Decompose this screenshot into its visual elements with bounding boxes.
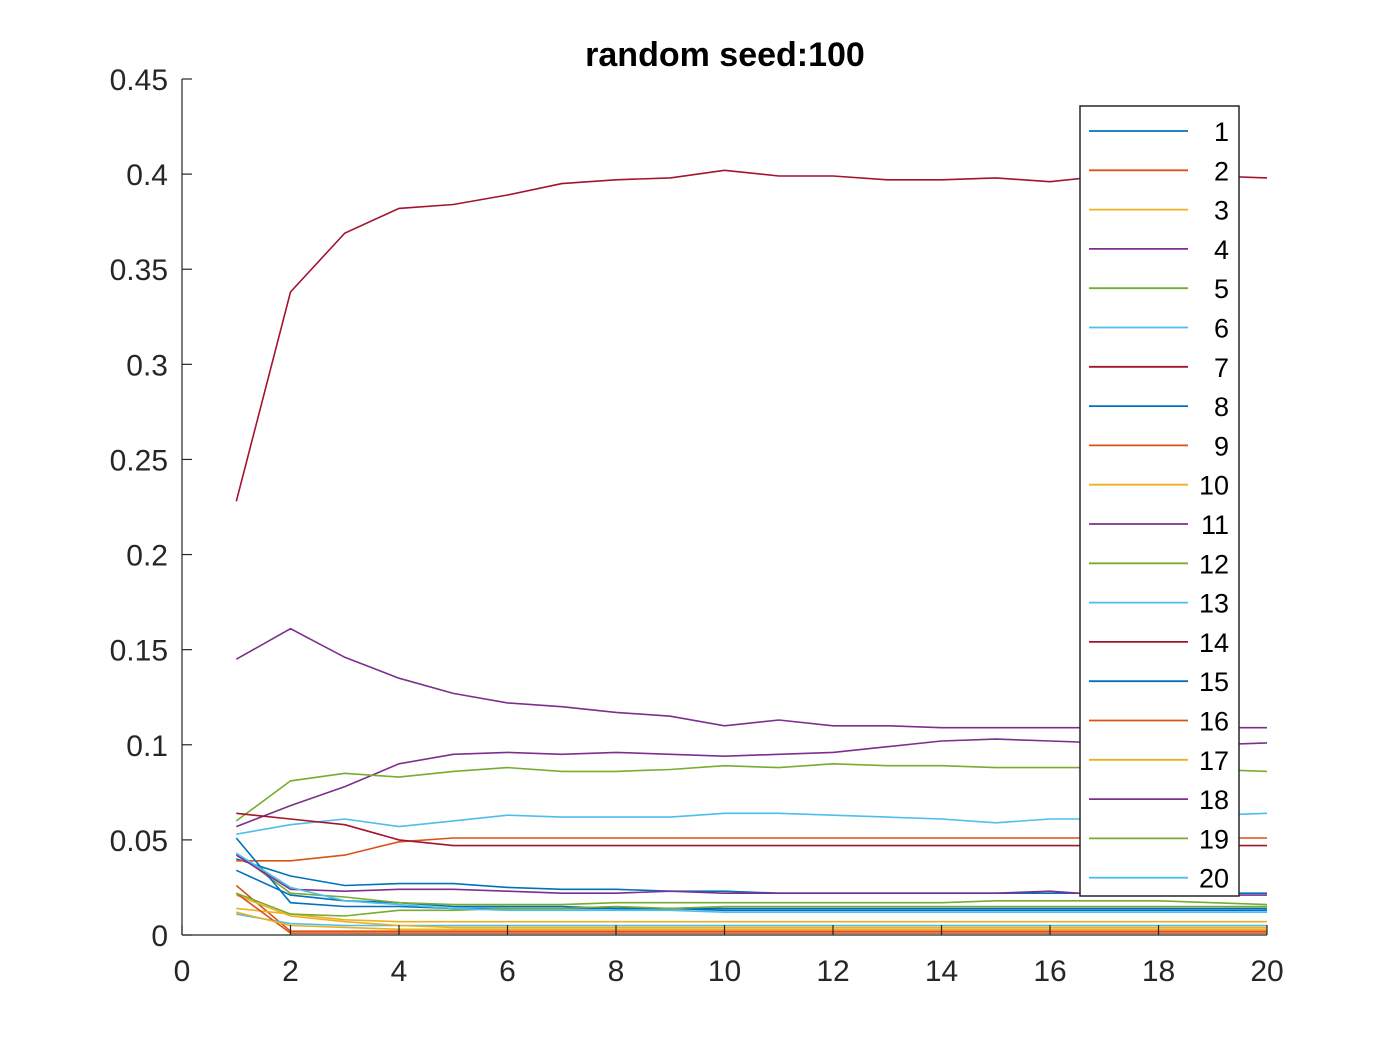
- legend-label-3: 3: [1214, 196, 1229, 226]
- series-line-5: [235, 852, 1268, 906]
- legend-label-10: 10: [1199, 471, 1229, 501]
- series-line-6: [236, 913, 1267, 927]
- y-tick-label: 0.35: [110, 254, 168, 287]
- y-tick-label: 0.3: [126, 349, 168, 382]
- legend-label-14: 14: [1199, 628, 1229, 658]
- legend-label-8: 8: [1214, 392, 1229, 422]
- series-line-20: [235, 852, 1267, 914]
- y-tick-label: 0.25: [110, 444, 168, 477]
- legend-label-19: 19: [1199, 824, 1229, 854]
- x-tick-label: 10: [708, 955, 741, 988]
- chart-title: random seed:100: [585, 36, 865, 74]
- series-line-3: [236, 907, 1267, 923]
- legend-label-18: 18: [1199, 785, 1229, 815]
- y-tick-label: 0.2: [126, 540, 168, 573]
- x-tick-label: 8: [608, 955, 625, 988]
- x-tick-label: 2: [282, 955, 299, 988]
- legend-label-20: 20: [1199, 864, 1229, 894]
- legend-label-11: 11: [1201, 510, 1229, 540]
- x-tick-label: 4: [391, 955, 408, 988]
- legend-label-16: 16: [1199, 707, 1229, 737]
- series-line-15: [235, 837, 1267, 912]
- y-tick-label: 0.4: [126, 159, 168, 192]
- y-tick-label: 0.05: [110, 825, 168, 858]
- y-tick-label: 0.45: [110, 64, 168, 97]
- x-tick-label: 20: [1250, 955, 1283, 988]
- x-tick-label: 14: [925, 955, 958, 988]
- legend-label-7: 7: [1214, 353, 1229, 383]
- series-line-2: [235, 884, 1267, 933]
- series-line-10: [236, 894, 1267, 929]
- legend-box: [1079, 105, 1240, 897]
- x-tick-label: 6: [499, 955, 516, 988]
- legend-label-2: 2: [1214, 156, 1229, 186]
- series-line-17: [236, 911, 1267, 931]
- legend-label-17: 17: [1199, 746, 1229, 776]
- legend-label-12: 12: [1199, 549, 1229, 579]
- x-tick-label: 0: [174, 955, 191, 988]
- x-tick-label: 12: [816, 955, 849, 988]
- legend-label-9: 9: [1214, 431, 1229, 461]
- legend-label-13: 13: [1199, 589, 1229, 619]
- legend-label-4: 4: [1214, 235, 1229, 265]
- y-tick-label: 0: [151, 920, 168, 953]
- ticks-layer: 0 2 4 6 8 10 12 14 16 18 2000.050.10.150.20.250.30…: [110, 64, 1284, 988]
- x-tick-label: 16: [1033, 955, 1066, 988]
- y-tick-label: 0.1: [126, 730, 168, 763]
- series-line-16: [235, 892, 1267, 934]
- series-line-19: [236, 892, 1267, 917]
- legend-label-15: 15: [1199, 667, 1229, 697]
- legend-label-5: 5: [1214, 274, 1229, 304]
- x-tick-label: 18: [1142, 955, 1175, 988]
- legend-label-1: 1: [1214, 117, 1229, 147]
- y-tick-label: 0.15: [110, 635, 168, 668]
- legend-label-6: 6: [1214, 314, 1229, 344]
